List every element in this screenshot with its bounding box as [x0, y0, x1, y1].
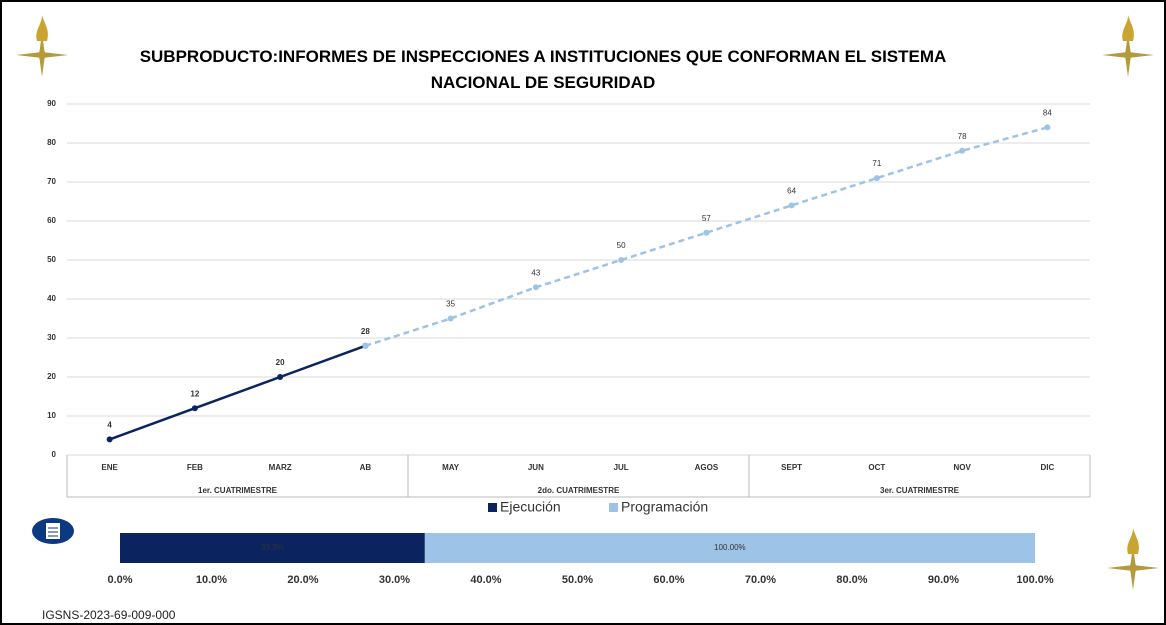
x-tick-label: JUL: [614, 463, 629, 472]
data-label: 12: [190, 389, 199, 398]
group-label: 1er. CUATRIMESTRE: [198, 486, 278, 495]
x-tick-label: FEB: [187, 463, 203, 472]
data-label: 35: [446, 300, 455, 309]
x-tick-label: DIC: [1040, 463, 1054, 472]
y-tick-label: 70: [47, 177, 56, 186]
emblem: [1107, 528, 1159, 590]
x-tick-label: 40.0%: [470, 574, 501, 586]
point: [788, 202, 795, 209]
data-label: 28: [361, 327, 370, 336]
data-label: 78: [958, 132, 967, 141]
x-tick-label: 90.0%: [928, 574, 959, 586]
y-tick-label: 40: [47, 294, 56, 303]
x-tick-label: AB: [360, 463, 372, 472]
legend-swatch: [609, 503, 618, 512]
x-tick-label: MARZ: [269, 463, 292, 472]
footer-code: IGSNS-2023-69-009-000: [42, 608, 176, 622]
series-line: [109, 344, 366, 441]
data-label: 43: [531, 268, 540, 277]
point: [191, 405, 198, 412]
y-tick-label: 90: [47, 99, 56, 108]
point: [362, 342, 369, 349]
x-tick-label: JUN: [528, 463, 544, 472]
x-tick-label: 20.0%: [287, 574, 318, 586]
x-tick-label: MAY: [442, 463, 460, 472]
data-label: 71: [872, 159, 881, 168]
legend-label: Ejecución: [500, 499, 561, 515]
group-label: 2do. CUATRIMESTRE: [538, 486, 620, 495]
x-tick-label: 80.0%: [836, 574, 867, 586]
x-tick-label: 100.0%: [1016, 574, 1054, 586]
x-tick-label: OCT: [868, 463, 885, 472]
point: [277, 374, 284, 380]
x-tick-label: AGOS: [695, 463, 719, 472]
point: [1044, 124, 1051, 131]
y-tick-label: 10: [47, 411, 56, 420]
x-tick-label: 0.0%: [107, 574, 132, 586]
emblem: [1102, 15, 1154, 77]
group-label: 3er. CUATRIMESTRE: [880, 486, 960, 495]
data-label: 57: [702, 214, 711, 223]
data-label: 20: [276, 358, 285, 367]
series-line: [364, 126, 1048, 347]
y-tick-label: 30: [47, 333, 56, 342]
x-tick-label: SEPT: [781, 463, 802, 472]
y-tick-label: 80: [47, 138, 56, 147]
point: [106, 436, 113, 443]
data-label: 64: [787, 187, 796, 196]
point: [959, 147, 966, 154]
data-label: 100.00%: [714, 543, 746, 552]
data-label: 33.3%: [261, 543, 284, 552]
chart-title: SUBPRODUCTO:INFORMES DE INSPECCIONES A I…: [139, 47, 947, 92]
data-label: 4: [107, 421, 112, 430]
point: [532, 284, 539, 291]
progress-bar: [120, 533, 425, 563]
point: [873, 175, 880, 182]
emblem: [16, 15, 68, 77]
y-tick-label: 20: [47, 372, 56, 381]
point: [703, 229, 710, 236]
point: [618, 257, 625, 263]
y-tick-label: 0: [52, 450, 57, 459]
x-tick-label: ENE: [101, 463, 118, 472]
y-tick-label: 60: [47, 216, 56, 225]
data-label: 50: [617, 241, 626, 250]
x-tick-label: NOV: [953, 463, 971, 472]
x-tick-label: 10.0%: [196, 574, 227, 586]
x-tick-label: 50.0%: [562, 574, 593, 586]
x-tick-label: 70.0%: [745, 574, 776, 586]
y-tick-label: 50: [47, 255, 56, 264]
data-label: 84: [1043, 109, 1052, 118]
legend-swatch: [488, 503, 497, 512]
x-tick-label: 30.0%: [379, 574, 410, 586]
document-icon: [32, 518, 74, 544]
x-tick-label: 60.0%: [653, 574, 684, 586]
point: [447, 315, 454, 322]
legend-label: Programación: [621, 499, 708, 515]
